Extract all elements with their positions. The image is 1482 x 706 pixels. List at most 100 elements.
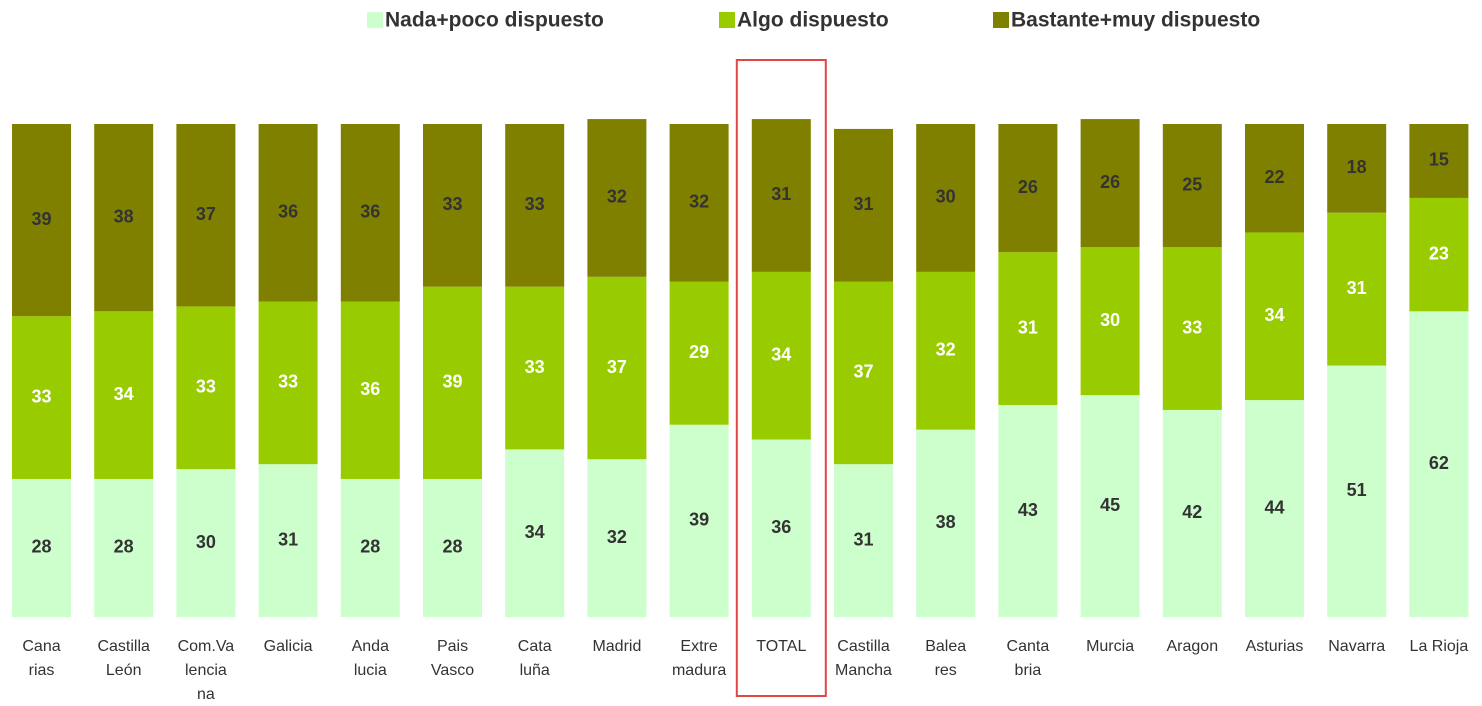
bar-segment <box>505 286 565 450</box>
bar-segment <box>1162 409 1222 617</box>
x-tick-label-line: Com.Va <box>178 638 235 655</box>
data-label: 37 <box>853 362 873 382</box>
legend-swatch <box>993 12 1009 28</box>
bar-segment <box>94 311 154 479</box>
data-label: 31 <box>1018 317 1038 337</box>
data-label: 22 <box>1264 167 1284 187</box>
bar-segment <box>998 124 1058 253</box>
data-label: 29 <box>689 342 709 362</box>
data-label: 18 <box>1347 157 1367 177</box>
legend-swatch <box>367 12 383 28</box>
bar-segment <box>916 124 976 272</box>
data-label: 39 <box>689 510 709 530</box>
x-tick-label-line: TOTAL <box>756 638 806 655</box>
x-tick-label: Navarra <box>1328 638 1385 655</box>
data-label: 34 <box>771 344 791 364</box>
data-label: 44 <box>1264 497 1284 517</box>
bar-segment <box>176 306 236 470</box>
bar-segment <box>916 271 976 430</box>
data-label: 36 <box>771 517 791 537</box>
data-label: 33 <box>278 372 298 392</box>
bar-segment <box>176 124 236 307</box>
x-tick-label-line: luña <box>520 662 550 679</box>
data-label: 26 <box>1100 172 1120 192</box>
data-label: 51 <box>1347 480 1367 500</box>
x-tick-label-line: Mancha <box>835 662 892 679</box>
x-tick-label-line: madura <box>672 662 726 679</box>
bar-segment <box>1327 124 1387 213</box>
data-label: 39 <box>442 372 462 392</box>
data-label: 32 <box>936 340 956 360</box>
x-tick-label: Castilla Mancha <box>835 638 892 679</box>
x-tick-label: Aragon <box>1167 638 1219 655</box>
data-label: 28 <box>31 537 51 557</box>
x-tick-label: Com.Va lencia na <box>178 638 235 703</box>
x-tick-label-line: Madrid <box>592 638 641 655</box>
bar-segment <box>916 429 976 617</box>
legend-label: Bastante+muy dispuesto <box>1011 9 1260 32</box>
x-tick-label-line: Castilla <box>837 638 890 655</box>
data-label: 31 <box>278 529 298 549</box>
x-tick-label: Asturias <box>1246 638 1304 655</box>
bar-segment <box>12 478 71 617</box>
x-tick-label-line: Vasco <box>431 662 474 679</box>
data-label: 33 <box>31 386 51 406</box>
data-label: 36 <box>278 201 298 221</box>
data-label: 28 <box>442 537 462 557</box>
x-tick-label: Anda lucia <box>352 638 389 679</box>
data-label: 38 <box>936 512 956 532</box>
x-tick-label-line: Murcia <box>1086 638 1134 655</box>
x-tick-label: TOTAL <box>756 638 806 655</box>
data-label: 38 <box>114 206 134 226</box>
data-label: 32 <box>607 527 627 547</box>
legend-label: Algo dispuesto <box>737 9 889 32</box>
x-tick-label-line: bria <box>1015 662 1042 679</box>
bar-segment <box>1409 124 1469 198</box>
x-tick-label: Cata luña <box>518 638 552 679</box>
data-label: 30 <box>936 187 956 207</box>
x-tick-label: Cana rias <box>22 638 60 679</box>
bar-segment <box>12 316 71 479</box>
data-label: 31 <box>771 184 791 204</box>
x-tick-label-line: Anda <box>352 638 389 655</box>
bar-segment <box>1409 311 1469 617</box>
bar-segment <box>998 405 1058 617</box>
bar-segment <box>505 449 565 617</box>
bar-segment <box>1080 119 1140 248</box>
data-label: 36 <box>360 201 380 221</box>
data-label: 37 <box>607 357 627 377</box>
x-tick-label-line: Cana <box>22 638 60 655</box>
bar-segment <box>834 464 893 617</box>
data-label: 15 <box>1429 150 1449 170</box>
data-label: 39 <box>31 209 51 229</box>
x-tick-label-line: Castilla <box>97 638 150 655</box>
data-label: 33 <box>1182 317 1202 337</box>
x-tick-label-line: León <box>106 662 142 679</box>
data-label: 26 <box>1018 177 1038 197</box>
bar-segment <box>1162 247 1222 410</box>
bar-segment <box>1162 124 1222 248</box>
x-tick-label-line: rias <box>29 662 55 679</box>
x-tick-label: Balea res <box>925 638 966 679</box>
bar-segment <box>751 439 811 617</box>
data-label: 62 <box>1429 453 1449 473</box>
data-label: 25 <box>1182 174 1202 194</box>
bar-segment <box>94 124 154 312</box>
data-label: 30 <box>196 532 216 552</box>
x-tick-label-line: Aragon <box>1167 638 1219 655</box>
x-tick-label-line: Galicia <box>264 638 313 655</box>
legend-swatch <box>719 12 735 28</box>
bar-segment <box>587 119 647 277</box>
bar-segment <box>1080 247 1140 396</box>
data-label: 31 <box>853 194 873 214</box>
bar-segment <box>998 252 1058 406</box>
x-tick-label: La Rioja <box>1410 638 1469 655</box>
bar-segment <box>423 124 482 287</box>
x-tick-label-line: Extre <box>680 638 717 655</box>
data-label: 43 <box>1018 500 1038 520</box>
bar-segment <box>1327 365 1387 617</box>
x-tick-label: Murcia <box>1086 638 1134 655</box>
bar-segment <box>1327 212 1387 366</box>
data-label: 23 <box>1429 243 1449 263</box>
bar-segment <box>94 478 154 617</box>
